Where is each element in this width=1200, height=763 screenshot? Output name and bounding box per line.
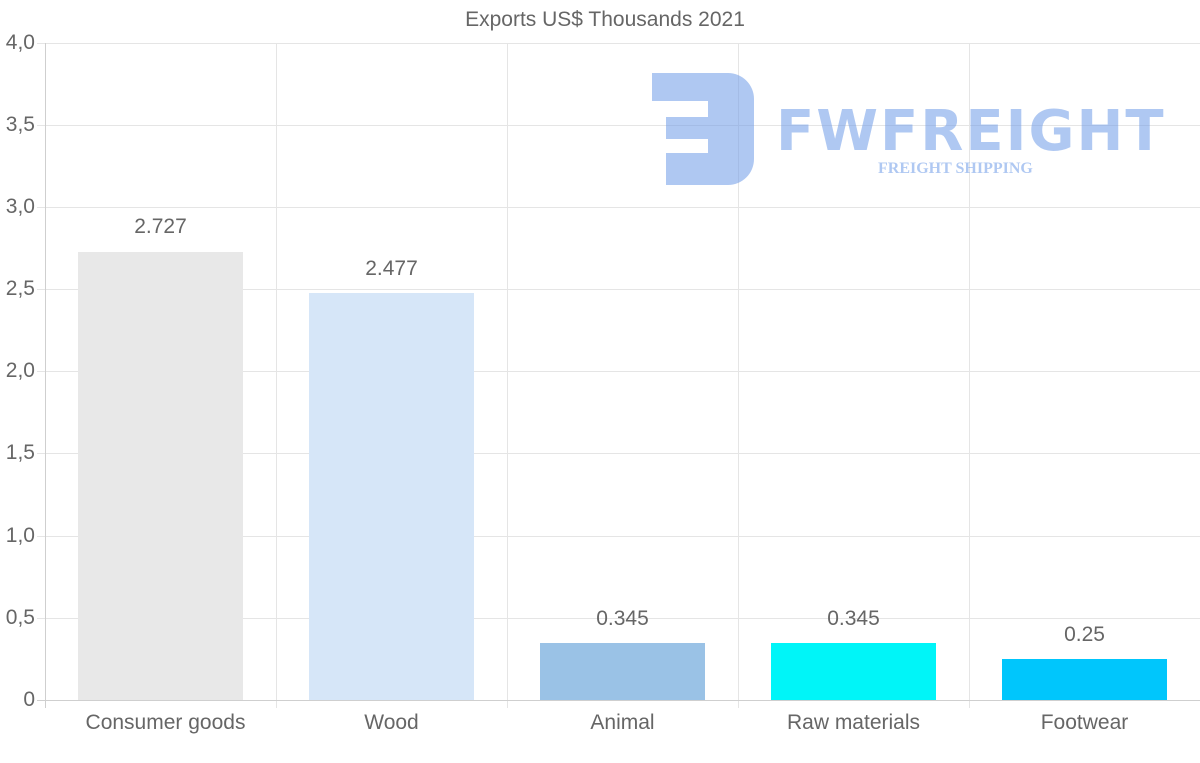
gridline-0-5 xyxy=(37,618,1200,619)
bar-footwear[interactable] xyxy=(1002,659,1167,700)
bar-raw-materials[interactable] xyxy=(771,643,936,700)
value-label: 2.477 xyxy=(365,257,418,280)
watermark-tagline: FREIGHT SHIPPING xyxy=(878,160,1033,177)
y-tick-label: 2,5 xyxy=(5,277,35,300)
value-label: 0.25 xyxy=(1064,623,1105,646)
plot-area: FWFREIGHT FREIGHT SHIPPING 2.727 2.477 0… xyxy=(6,31,1200,734)
watermark-brand: FWFREIGHT xyxy=(776,99,1166,164)
x-axis xyxy=(37,700,1200,701)
gridline-3-0 xyxy=(37,207,1200,208)
gridline-4-0 xyxy=(37,43,1200,44)
y-tick-label: 4,0 xyxy=(5,31,35,54)
y-tick-label: 2,0 xyxy=(5,359,35,382)
y-axis xyxy=(45,43,46,708)
gridline-2-5 xyxy=(37,289,1200,290)
y-tick-label: 1,5 xyxy=(5,441,35,464)
vgridline xyxy=(276,43,277,708)
value-label: 0.345 xyxy=(596,607,649,630)
x-tick-label: Consumer goods xyxy=(85,711,246,734)
gridline-3-5 xyxy=(37,125,1200,126)
y-tick-label: 0 xyxy=(23,688,35,711)
vgridline xyxy=(507,43,508,708)
vgridline xyxy=(738,43,739,708)
x-tick-label: Raw materials xyxy=(786,711,921,734)
y-tick-label: 1,0 xyxy=(5,524,35,547)
value-label: 0.345 xyxy=(827,607,880,630)
value-label: 2.727 xyxy=(134,215,187,238)
gridline-1-0 xyxy=(37,536,1200,537)
x-tick-label: Wood xyxy=(364,711,419,734)
gridline-2-0 xyxy=(37,371,1200,372)
fwfreight-watermark: FWFREIGHT FREIGHT SHIPPING xyxy=(648,73,1168,193)
bar-wood[interactable] xyxy=(309,293,474,700)
chart-title: Exports US$ Thousands 2021 xyxy=(465,8,745,31)
x-tick-label: Footwear xyxy=(1040,711,1129,734)
y-tick-label: 0,5 xyxy=(5,606,35,629)
bar-animal[interactable] xyxy=(540,643,705,700)
fwfreight-logo-icon xyxy=(652,73,754,185)
x-tick-label: Animal xyxy=(590,711,655,734)
bar-consumer-goods[interactable] xyxy=(78,252,243,700)
y-tick-label: 3,5 xyxy=(5,113,35,136)
vgridline xyxy=(969,43,970,708)
gridline-1-5 xyxy=(37,453,1200,454)
y-tick-label: 3,0 xyxy=(5,195,35,218)
